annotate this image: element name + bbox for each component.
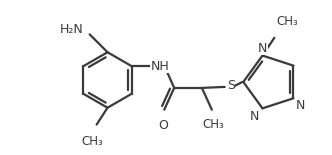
Text: NH: NH — [151, 60, 170, 73]
Text: N: N — [258, 42, 267, 55]
Text: CH₃: CH₃ — [82, 135, 104, 148]
Text: CH₃: CH₃ — [276, 15, 298, 28]
Text: CH₃: CH₃ — [202, 118, 224, 131]
Text: N: N — [295, 99, 305, 112]
Text: O: O — [158, 119, 168, 132]
Text: S: S — [227, 79, 235, 92]
Text: N: N — [250, 110, 260, 123]
Text: H₂N: H₂N — [60, 23, 84, 36]
